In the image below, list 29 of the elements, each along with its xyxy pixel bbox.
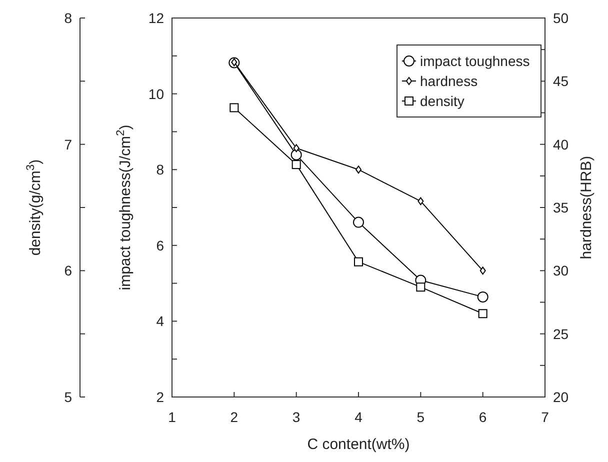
y-tick-label: 4 (156, 313, 164, 330)
x-tick-label: 6 (478, 409, 487, 425)
y2-tick-label: 20 (553, 389, 569, 405)
x-tick-label: 7 (541, 409, 550, 425)
legend-label: impact toughness (420, 53, 530, 69)
y2-tick-label: 35 (553, 200, 569, 216)
y-tick-label: 8 (156, 162, 164, 178)
x-tick-label: 2 (230, 409, 238, 425)
x-tick-label: 5 (416, 409, 425, 425)
y2-tick-label: 30 (553, 262, 569, 279)
legend-label: hardness (420, 73, 478, 89)
y2-axis-title: hardness(HRB) (578, 156, 595, 260)
y-tick-label: 6 (156, 237, 164, 254)
x-tick-label: 4 (354, 409, 363, 425)
y3-tick-label: 8 (64, 10, 72, 26)
y-tick-label: 2 (156, 389, 164, 405)
y3-tick-label: 5 (64, 389, 72, 405)
y2-tick-label: 40 (553, 136, 569, 152)
x-tick-label: 1 (168, 409, 176, 425)
y3-tick-label: 6 (64, 262, 72, 279)
x-axis-title: C content(wt%) (307, 436, 410, 453)
x-tick-label: 3 (292, 409, 300, 425)
y2-tick-label: 45 (553, 73, 569, 90)
y3-tick-label: 7 (64, 136, 72, 152)
y2-tick-label: 25 (553, 326, 569, 342)
y-tick-label: 10 (148, 86, 164, 102)
legend-label: density (420, 93, 464, 109)
y-tick-label: 12 (148, 10, 164, 26)
y2-tick-label: 50 (553, 10, 569, 26)
